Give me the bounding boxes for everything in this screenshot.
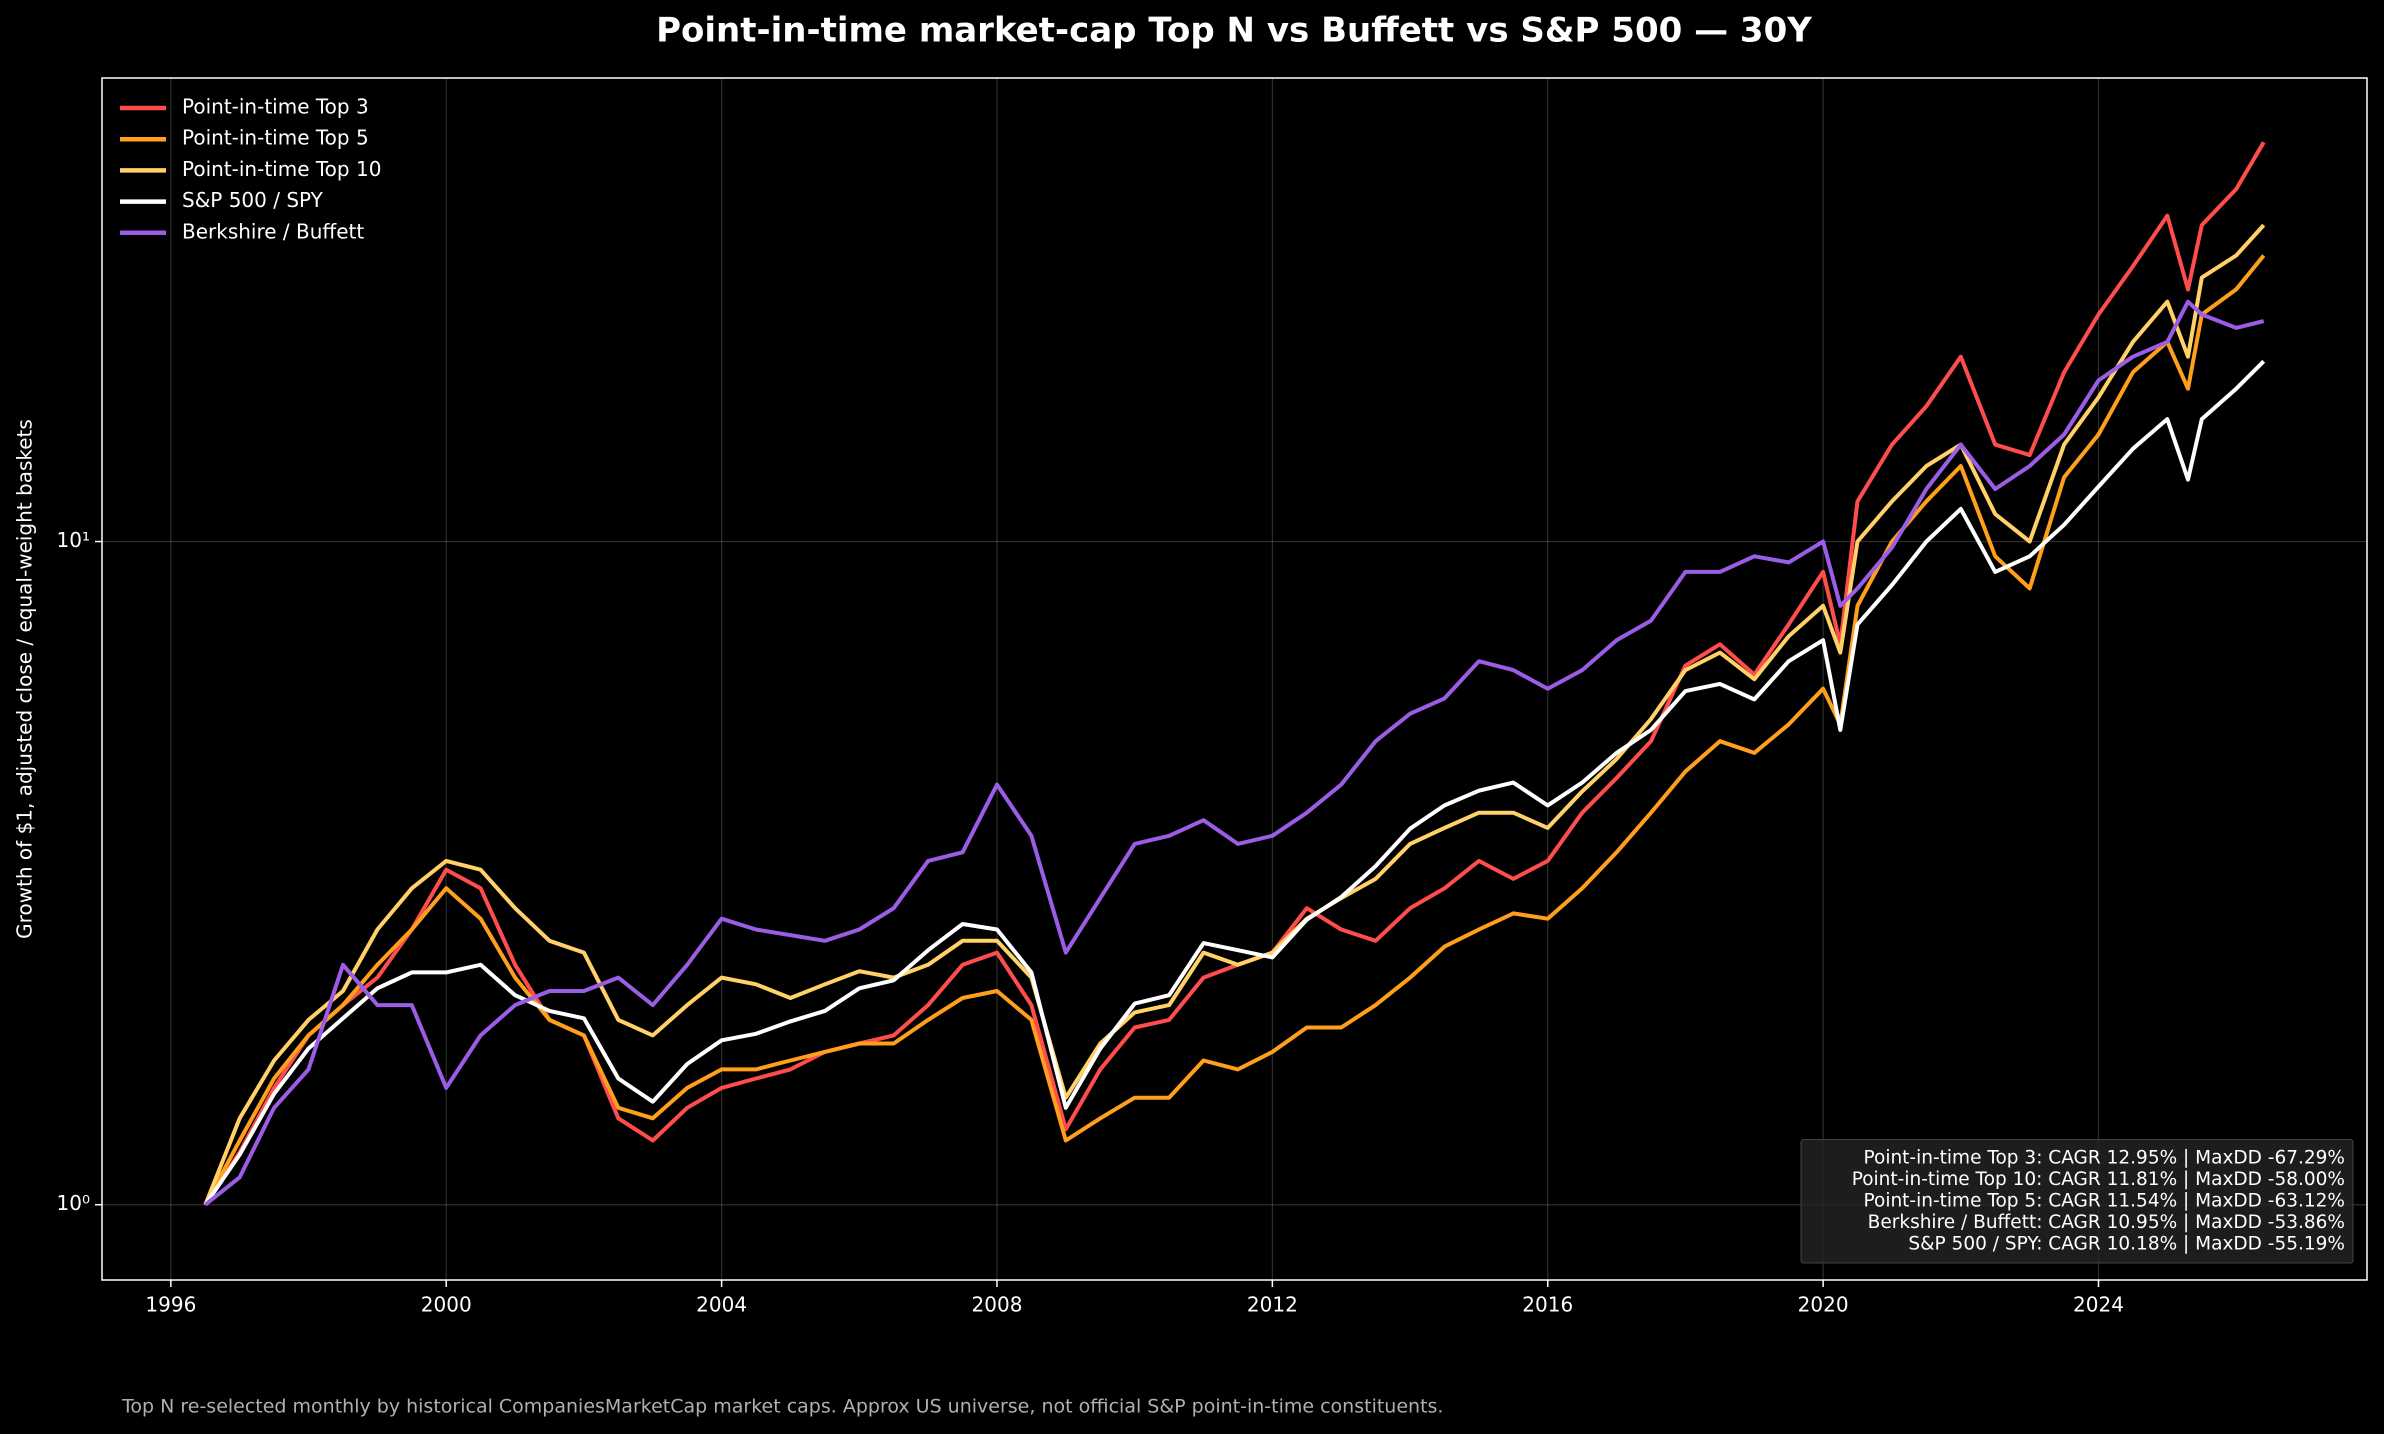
x-tick-label: 2024 [2073, 1293, 2124, 1317]
stats-line: Berkshire / Buffett: CAGR 10.95% | MaxDD… [1868, 1212, 2345, 1233]
stats-line: Point-in-time Top 10: CAGR 11.81% | MaxD… [1852, 1169, 2345, 1190]
x-tick-label: 2012 [1247, 1293, 1298, 1317]
y-axis-label: Growth of $1, adjusted close / equal-wei… [13, 419, 37, 939]
legend-label: Point-in-time Top 3 [182, 95, 369, 119]
x-tick-label: 2016 [1522, 1293, 1573, 1317]
series-line [203, 254, 2266, 1206]
x-tick-label: 2020 [1798, 1293, 1849, 1317]
x-tick-label: 2008 [972, 1293, 1023, 1317]
stats-line: Point-in-time Top 3: CAGR 12.95% | MaxDD… [1864, 1148, 2346, 1169]
legend-label: S&P 500 / SPY [182, 188, 324, 212]
x-tick-label: 1996 [145, 1293, 196, 1317]
footnote: Top N re-selected monthly by historical … [121, 1396, 1443, 1418]
series-line [204, 299, 2265, 1207]
y-tick-label: 10⁰ [57, 1191, 90, 1215]
x-tick-label: 2004 [696, 1293, 747, 1317]
stats-line: S&P 500 / SPY: CAGR 10.18% | MaxDD -55.1… [1908, 1234, 2345, 1255]
series-line [203, 359, 2266, 1206]
legend-label: Berkshire / Buffett [182, 219, 364, 243]
chart-title: Point-in-time market-cap Top N vs Buffet… [656, 11, 1812, 51]
series-line [203, 223, 2266, 1206]
legend-label: Point-in-time Top 5 [182, 126, 369, 150]
plot-frame [101, 77, 2368, 1281]
stats-box [1800, 1139, 2354, 1264]
stats-line: Point-in-time Top 5: CAGR 11.54% | MaxDD… [1864, 1191, 2346, 1212]
x-tick-label: 2000 [421, 1293, 472, 1317]
y-tick-label: 10¹ [57, 528, 90, 552]
legend-label: Point-in-time Top 10 [182, 157, 381, 181]
